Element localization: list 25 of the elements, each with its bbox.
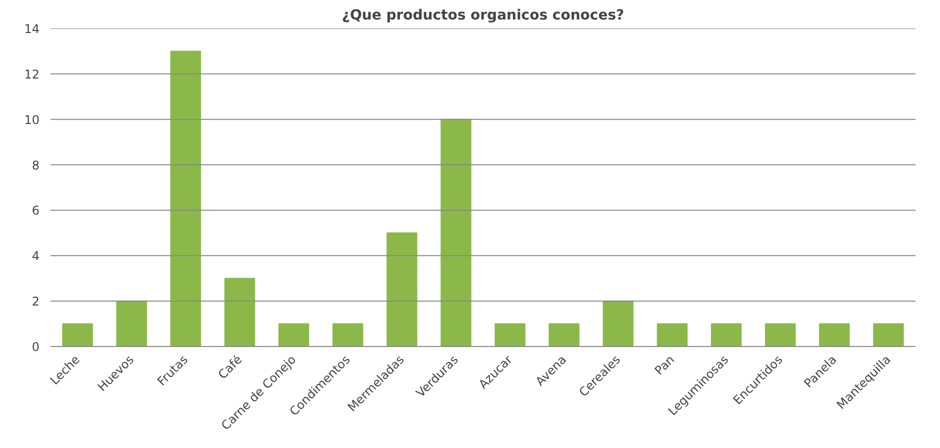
bar: [440, 118, 472, 346]
y-tick-label: 12: [24, 67, 40, 82]
y-tick-label: 2: [32, 294, 40, 309]
bar: [170, 50, 202, 346]
y-tick-label: 4: [32, 249, 40, 264]
bar: [278, 323, 310, 346]
bar: [386, 232, 418, 346]
y-tick-label: 14: [24, 22, 40, 36]
bar: [494, 323, 526, 346]
y-tick-label: 8: [32, 158, 40, 172]
bar: [116, 300, 147, 346]
bar: [224, 278, 256, 346]
y-tick-label: 10: [24, 112, 40, 127]
bar: [656, 323, 688, 346]
bar: [602, 300, 634, 346]
y-tick-label: 6: [32, 204, 40, 218]
bar: [548, 323, 580, 346]
bar: [332, 323, 364, 346]
y-tick-label: 0: [32, 340, 40, 354]
bar: [764, 323, 796, 346]
bar: [819, 323, 850, 346]
bar: [710, 323, 742, 346]
chart-title: ¿Que productos organicos conoces?: [342, 8, 624, 24]
bar: [873, 323, 904, 346]
bar: [62, 323, 93, 346]
